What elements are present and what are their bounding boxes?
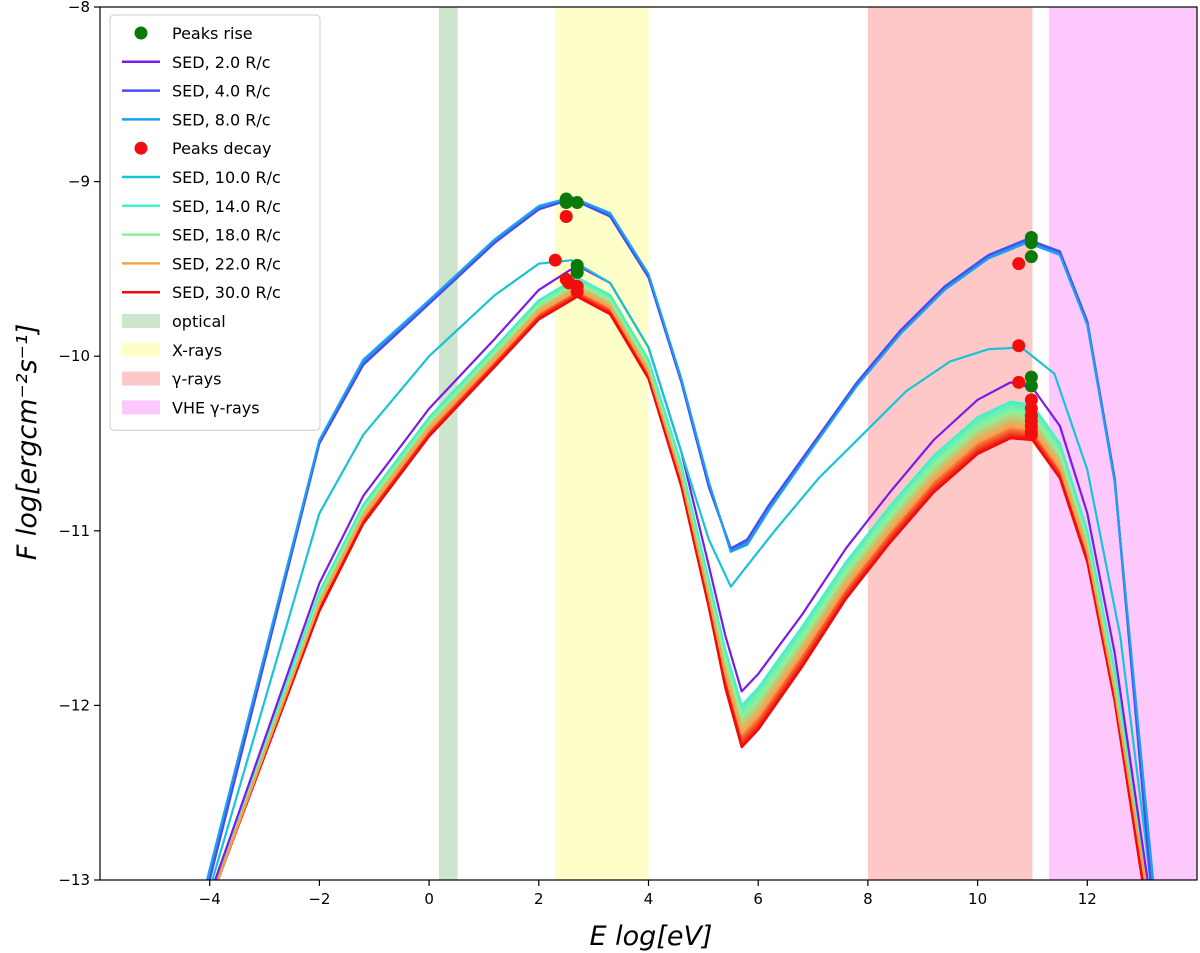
peak-marker-peaks-decay: [548, 253, 562, 267]
legend-label-x-rays: X-rays: [172, 341, 222, 360]
legend-label-sed-30-0-r-c: SED, 30.0 R/c: [172, 283, 281, 302]
legend-swatch-vhe-rays: [122, 400, 160, 415]
y-axis-ticks: −13 −12 −11 −10 −9 −8: [58, 0, 100, 889]
legend-label-rays: γ-rays: [172, 370, 221, 389]
legend-label-sed-14-0-r-c: SED, 14.0 R/c: [172, 197, 281, 216]
sed-curve-sed-10-0-r-c: [211, 259, 1152, 880]
x-tick-label: 8: [863, 890, 873, 908]
legend-swatch-x-rays: [122, 342, 160, 357]
x-tick-label: −4: [199, 890, 221, 908]
legend-label-optical: optical: [172, 312, 226, 331]
energy-bands: [438, 7, 1197, 880]
legend-label-vhe-rays: VHE γ-rays: [172, 398, 260, 417]
legend-label-sed-8-0-r-c: SED, 8.0 R/c: [172, 110, 271, 129]
x-tick-label: 0: [424, 890, 434, 908]
legend-label-sed-22-0-r-c: SED, 22.0 R/c: [172, 254, 281, 273]
legend-label-sed-2-0-r-c: SED, 2.0 R/c: [172, 53, 271, 72]
y-tick-label: −11: [58, 522, 90, 540]
x-tick-label: 12: [1078, 890, 1097, 908]
legend: Peaks rise SED, 2.0 R/c SED, 4.0 R/c SED, 8…: [109, 14, 321, 431]
peak-marker-peaks-decay: [1012, 257, 1026, 271]
x-tick-label: 10: [968, 890, 987, 908]
legend-box: [109, 14, 321, 431]
x-tick-label: 2: [534, 890, 544, 908]
x-axis-label: E log[eV]: [590, 921, 713, 952]
legend-label-sed-4-0-r-c: SED, 4.0 R/c: [172, 82, 271, 101]
legend-label-sed-18-0-r-c: SED, 18.0 R/c: [172, 226, 281, 245]
peak-marker-peaks-decay: [570, 285, 584, 299]
y-tick-label: −10: [58, 347, 90, 365]
x-tick-label: −2: [308, 890, 330, 908]
band-x-rays: [555, 7, 649, 880]
peak-marker-peaks-decay: [559, 210, 573, 224]
peak-marker-peaks-decay: [1012, 375, 1026, 389]
x-tick-label: 6: [753, 890, 763, 908]
peak-markers: [548, 192, 1038, 442]
y-tick-label: −12: [58, 696, 90, 714]
y-tick-label: −13: [58, 871, 90, 889]
x-tick-label: 4: [644, 890, 654, 908]
peak-marker-peaks-rise: [1024, 236, 1038, 250]
peak-marker-peaks-rise: [559, 196, 573, 210]
x-axis-ticks: −4 −2 0 2 4 6 8 10 12: [199, 880, 1097, 908]
peak-marker-peaks-rise: [1024, 250, 1038, 264]
legend-swatch-peaks-rise: [134, 26, 148, 40]
legend-label-sed-10-0-r-c: SED, 10.0 R/c: [172, 168, 281, 187]
legend-label-peaks-rise: Peaks rise: [172, 24, 253, 43]
y-tick-label: −9: [68, 173, 90, 191]
legend-swatch-peaks-decay: [134, 141, 148, 155]
legend-swatch-rays: [122, 371, 160, 386]
peak-marker-peaks-rise: [570, 196, 584, 210]
peak-marker-peaks-decay: [1012, 339, 1026, 353]
y-tick-label: −8: [68, 0, 90, 16]
peak-marker-peaks-rise: [1024, 379, 1038, 393]
peak-marker-peaks-decay: [1024, 428, 1038, 442]
peak-marker-peaks-rise: [570, 265, 584, 279]
legend-swatch-optical: [122, 314, 160, 328]
band-optical: [438, 7, 458, 880]
y-axis-label: F log[ergcm⁻²s⁻¹]: [12, 324, 43, 561]
legend-label-peaks-decay: Peaks decay: [172, 139, 271, 158]
